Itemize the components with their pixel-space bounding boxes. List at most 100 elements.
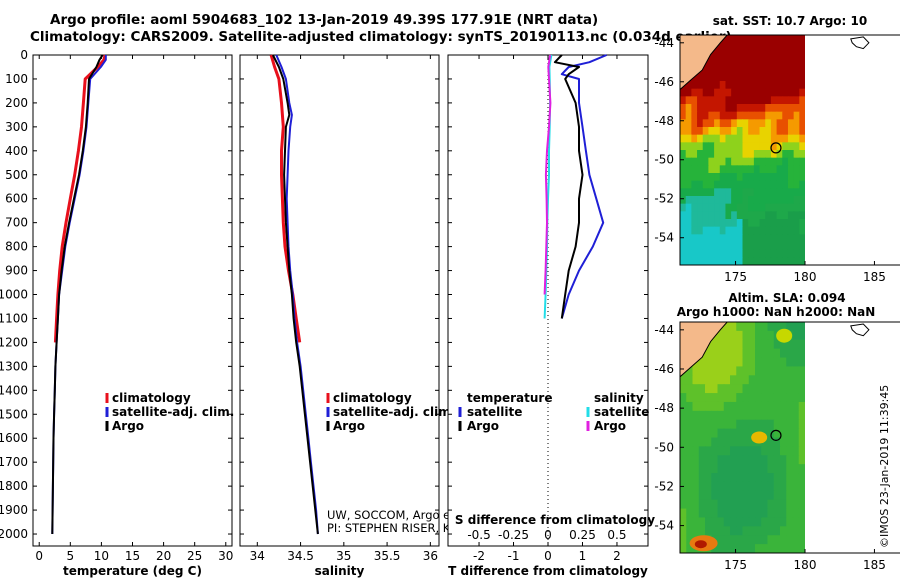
sla-cell: [723, 490, 731, 501]
sst-cell: [680, 226, 687, 235]
sst-cell: [753, 249, 761, 258]
sst-cell: [708, 203, 715, 212]
sla-cell: [780, 339, 787, 350]
sla-cell: [730, 322, 737, 332]
sla-cell: [767, 401, 775, 412]
sla-cell: [723, 366, 731, 376]
sla-cell: [717, 499, 725, 510]
sla-cell: [692, 375, 700, 385]
sst-cell: [697, 219, 704, 228]
sst-cell: [753, 188, 761, 197]
legend-label: satellite-adj. clim.: [333, 405, 455, 419]
sla-cell: [717, 384, 725, 394]
sla-cell: [792, 401, 800, 412]
sla-cell: [736, 384, 744, 394]
sst-cell: [782, 249, 789, 258]
sla-cell: [798, 375, 806, 385]
sla-cell: [680, 517, 687, 527]
sla-cell: [792, 517, 800, 527]
sst-cell: [787, 88, 795, 97]
sla-cell: [742, 455, 750, 465]
sla-cell: [742, 437, 750, 447]
sst-cell: [759, 165, 766, 174]
sla-cell: [792, 446, 800, 456]
series-line-argo: [272, 54, 319, 535]
sst-cell: [799, 150, 806, 159]
sst-cell: [714, 211, 721, 220]
sla-cell: [780, 490, 787, 501]
sla-cell: [698, 526, 706, 536]
sla-cell: [717, 508, 725, 519]
sla-cell: [792, 393, 800, 403]
sst-cell: [759, 104, 766, 113]
sla-cell: [761, 339, 769, 350]
sst-cell: [736, 88, 744, 97]
sst-cell: [770, 165, 778, 174]
sst-cell: [714, 96, 721, 105]
sst-cell: [782, 73, 789, 82]
sst-cell: [782, 203, 789, 212]
sla-cell: [723, 526, 731, 536]
sla-cell: [692, 366, 700, 376]
sst-cell: [708, 134, 715, 143]
sst-cell: [697, 150, 704, 159]
sla-cell: [773, 410, 781, 421]
sst-cell: [765, 257, 772, 265]
sla-cell: [680, 473, 687, 483]
sla-cell: [742, 375, 750, 385]
sst-cell: [719, 150, 727, 159]
sla-cell: [711, 348, 719, 359]
sla-cell: [780, 410, 787, 421]
sla-cell: [792, 481, 800, 492]
sst-cell: [776, 111, 783, 120]
sst-cell: [702, 249, 710, 258]
sst-cell: [793, 226, 800, 235]
x-tick-label: 0: [544, 549, 552, 563]
sst-cell: [759, 119, 766, 128]
sst-cell: [714, 173, 721, 182]
sla-cell: [798, 446, 806, 456]
sla-cell: [736, 348, 744, 359]
sst-cell: [725, 157, 732, 166]
sst-cell: [719, 73, 727, 82]
sla-cell: [780, 401, 787, 412]
sst-cell: [759, 226, 766, 235]
sla-cell: [730, 499, 737, 510]
sst-cell: [770, 65, 778, 74]
y-tick-label: -54: [654, 519, 674, 533]
sst-cell: [765, 211, 772, 220]
sla-cell: [692, 393, 700, 403]
sst-cell: [759, 81, 766, 90]
sla-cell: [748, 384, 756, 394]
sst-cell: [799, 165, 806, 174]
sla-cell: [730, 508, 737, 519]
sst-cell: [719, 81, 727, 90]
sla-cell: [748, 544, 756, 553]
sst-cell: [680, 211, 687, 220]
sst-cell: [691, 157, 698, 166]
sla-cell: [798, 348, 806, 359]
sst-cell: [719, 127, 727, 136]
sla-cell: [786, 544, 794, 553]
sst-cell: [691, 180, 698, 189]
sla-cell: [717, 473, 725, 483]
legend-label: climatology: [333, 391, 412, 405]
sst-cell: [765, 180, 772, 189]
sst-cell: [748, 142, 755, 151]
sst-cell: [719, 226, 727, 235]
sst-cell: [776, 150, 783, 159]
sla-cell: [773, 428, 781, 439]
sst-cell: [725, 104, 732, 113]
sst-cell: [787, 73, 795, 82]
y-tick-label: -46: [654, 362, 674, 376]
x-tick-label: 30: [218, 549, 233, 563]
sst-cell: [680, 157, 687, 166]
sla-cell: [711, 490, 719, 501]
sla-cell: [736, 455, 744, 465]
sst-cell: [793, 165, 800, 174]
sst-cell: [776, 249, 783, 258]
sst-cell: [731, 165, 738, 174]
sst-cell: [759, 188, 766, 197]
sst-cell: [776, 196, 783, 205]
sst-cell: [725, 196, 732, 205]
